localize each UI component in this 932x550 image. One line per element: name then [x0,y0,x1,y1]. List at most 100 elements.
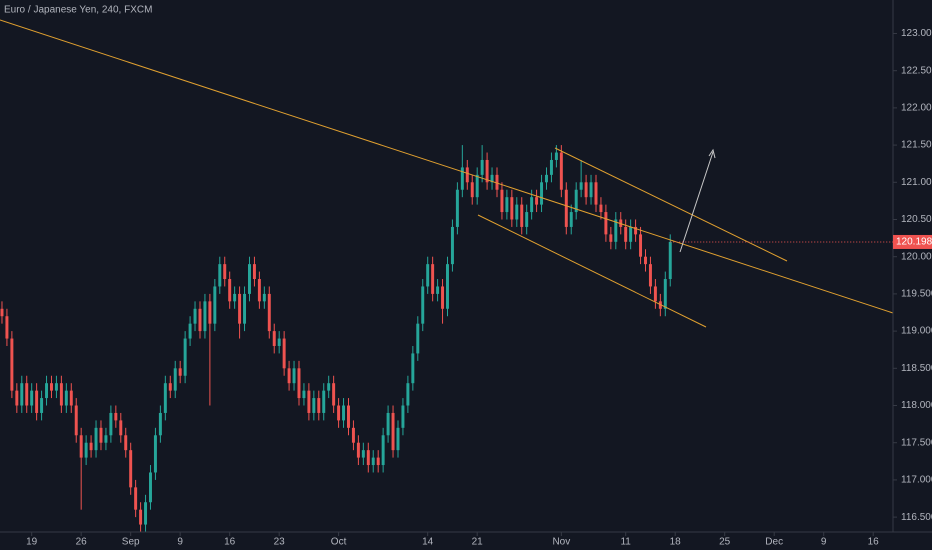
candle-body [366,450,370,466]
candle-body [634,226,638,235]
candle-body [45,383,49,399]
candle-body [144,502,148,525]
candle-body [287,368,291,384]
candle-body [639,234,643,257]
candle-body [282,338,286,369]
candle-body [49,383,53,391]
candle-body [158,412,162,436]
candle-body [69,390,73,406]
y-tick-label: 123.000 [901,28,932,39]
candle-body [530,197,534,213]
candle-body [74,405,78,436]
candle-body [10,338,14,391]
y-tick-label: 117.500 [901,437,932,448]
candle-body [475,174,479,198]
y-tick-label: 120.000 [901,251,932,262]
candle-body [441,286,445,309]
candle-body [446,264,449,309]
x-tick-label: 14 [422,537,434,548]
x-tick-label: Nov [552,537,570,548]
candle-body [99,427,103,443]
candle-body [153,435,157,473]
candle-body [233,293,237,302]
candle-body [431,264,435,294]
x-tick-label: 9 [177,537,183,548]
candle-body [584,182,588,198]
y-tick-label: 119.000 [901,326,932,337]
y-tick-label: 120.500 [901,214,932,225]
candle-body [297,368,301,399]
arrow-head [708,148,716,159]
candle-body [589,182,593,198]
candle-body [228,279,232,302]
channel-bottom [477,214,707,328]
candle-body [381,435,385,466]
candle-body [327,383,331,391]
candle-body [356,442,360,458]
candle-body [564,189,568,227]
candle-body [460,167,464,190]
y-tick-label: 119.500 [901,289,932,300]
candle-body [559,152,563,190]
candle-body [401,405,405,428]
candle-body [391,412,395,451]
candle-body [248,264,251,294]
candle-body [213,286,217,324]
candle-body [520,204,524,227]
candle-body [668,241,672,280]
y-tick-label: 122.500 [901,65,932,76]
price-axis [893,0,932,550]
last-price-box [893,234,932,249]
candle-body [0,308,4,317]
candle-body [648,264,652,287]
candle-body [510,197,514,220]
y-tick-label: 121.000 [901,177,932,188]
candle-body [386,412,390,436]
candle-body [64,390,68,406]
candle-body [614,219,618,242]
candle-body [322,390,326,413]
candle-body [554,152,558,160]
candle-body [525,212,529,227]
x-tick-label: 26 [76,537,88,548]
x-tick-label: 18 [670,537,682,548]
candle-body [500,189,504,213]
candle-body [5,316,9,339]
candle-body [20,383,24,406]
candle-body [277,338,281,346]
candle-body [188,323,192,339]
candle-body [40,398,44,413]
candle-body [114,412,118,421]
last-price-label: 120.198 [896,237,932,248]
x-tick-label: 23 [274,537,286,548]
x-tick-label: 19 [26,537,38,548]
candle-body [129,450,133,488]
candle-body [540,182,544,205]
candle-body [124,435,128,451]
x-tick-label: Oct [331,537,347,548]
x-tick-label: 16 [868,537,880,548]
candle-body [515,204,519,220]
candle-body [624,226,628,242]
candle-body [609,234,613,242]
candle-body [569,212,573,227]
candle-body [317,398,321,413]
candle-body [267,293,271,332]
candle-body [332,383,336,406]
candle-body [579,182,583,190]
candle-body [223,264,227,280]
candle-body [178,368,182,376]
y-tick-label: 121.500 [901,140,932,151]
x-tick-label: 21 [472,537,484,548]
candle-body [495,174,499,190]
x-tick-label: Dec [765,537,783,548]
arrow [679,151,714,253]
candle-body [455,189,459,227]
trend-line [0,19,894,314]
candle-body [168,383,172,391]
candle-body [351,427,355,443]
candle-body [139,509,143,525]
candle-body [79,435,83,458]
candle-body [198,308,202,332]
